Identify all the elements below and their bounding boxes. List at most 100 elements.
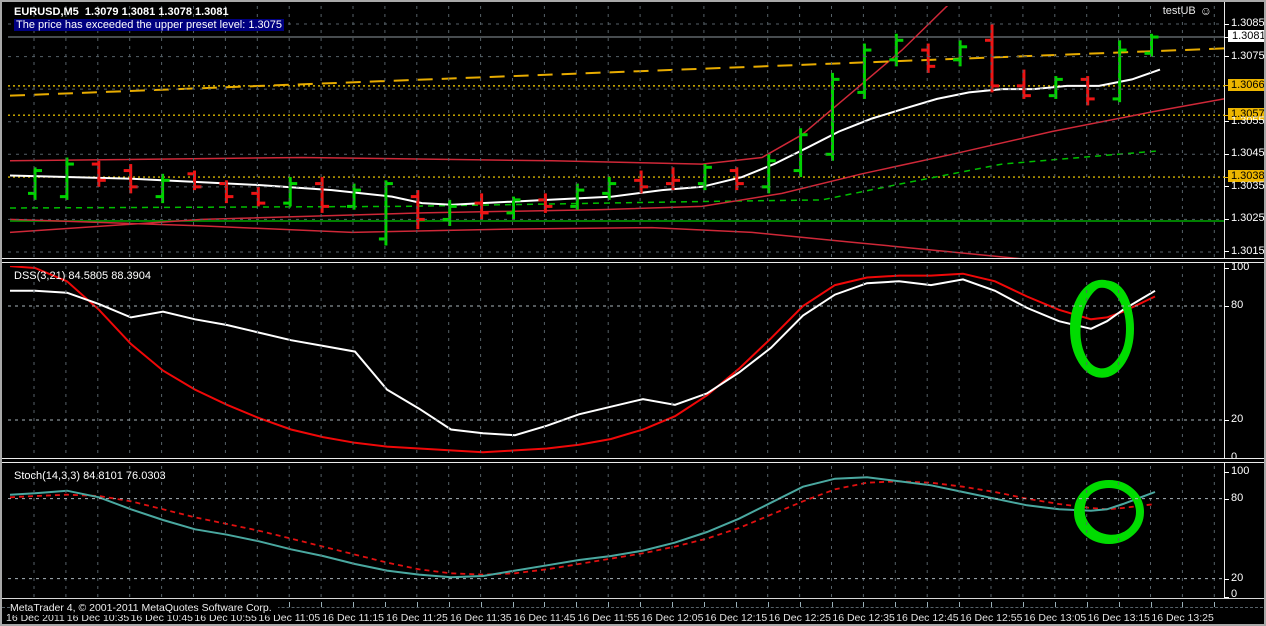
time-label: 16 Dec 11:55 (577, 612, 640, 624)
current-price-label: 1.3081 (1228, 30, 1264, 43)
price-axis-separator (1224, 2, 1225, 599)
ohlc-bar (825, 72, 840, 161)
ohlc-bars-layer (28, 24, 1159, 246)
stoch-panel-layer (9, 476, 1156, 579)
time-label: 16 Dec 10:55 (194, 612, 257, 624)
alert-price-label: 1.3066 (1228, 78, 1264, 91)
price-label: 1.3035 (1231, 179, 1265, 192)
gold-trendline (9, 47, 1224, 97)
ohlc-bar (59, 157, 74, 200)
ohlc-bar (602, 177, 617, 200)
time-axis-separator (2, 598, 1264, 599)
price-axis-tick (1224, 153, 1229, 155)
time-tick (1150, 602, 1152, 607)
time-tick (416, 602, 418, 607)
ohlc-bar (1112, 40, 1127, 103)
time-tick (353, 602, 354, 607)
ohlc-bar (251, 186, 266, 207)
panel-splitter-stoch[interactable] (2, 458, 1264, 463)
ohlc-bar (761, 154, 776, 194)
ohlc-bar (857, 43, 872, 99)
time-tick (767, 602, 769, 607)
time-label: 16 Dec 13:25 (1151, 612, 1214, 624)
indicator-axis-tick (1224, 498, 1229, 500)
annotation-circle-stoch[interactable] (1074, 479, 1144, 544)
time-tick (1182, 602, 1184, 607)
time-label: 16 Dec 11:45 (513, 612, 576, 624)
time-tick (512, 602, 514, 607)
ohlc-bar (921, 43, 936, 73)
time-tick (608, 602, 610, 607)
time-tick (799, 602, 801, 607)
time-label: 16 Dec 12:15 (704, 612, 768, 624)
time-tick (863, 602, 865, 607)
ohlc-bar (570, 183, 585, 210)
smiley-icon: ☺ (1199, 4, 1212, 18)
time-tick (703, 602, 705, 607)
ohlc-bar (155, 173, 170, 204)
price-axis-tick (1224, 36, 1229, 38)
price-label: 1.3085 (1231, 17, 1265, 29)
price-axis-tick (1224, 186, 1229, 188)
price-label: 1.3025 (1231, 212, 1265, 225)
copyright-text: MetaTrader 4, © 2001-2011 MetaQuotes Sof… (10, 601, 278, 615)
time-tick (640, 602, 642, 607)
indicator-axis-tick (1224, 420, 1229, 421)
panel-splitter-dss[interactable] (2, 258, 1264, 263)
green-dashed-line (9, 150, 1158, 209)
time-tick (959, 602, 961, 607)
indicator-axis-tick (1224, 306, 1229, 307)
ohlc-bar (283, 177, 298, 207)
ohlc-bar (347, 183, 361, 210)
dss-signal-line (9, 266, 1156, 454)
ohlc-bar (729, 167, 744, 191)
time-label: 16 Dec 11:35 (449, 612, 512, 624)
price-alert-banner: The price has exceeded the upper preset … (14, 19, 285, 31)
price-axis-tick (1224, 85, 1229, 87)
alert-price-label: 1.3038 (1228, 170, 1264, 183)
chart-canvas[interactable] (2, 2, 1224, 599)
dss-panel-layer (9, 266, 1156, 454)
stoch-main-line (9, 476, 1156, 579)
annotation-circle-dss[interactable] (1070, 279, 1134, 378)
ohlc-bar (506, 196, 521, 220)
lower-band-line (9, 218, 1021, 258)
time-tick (576, 602, 578, 607)
time-tick (384, 602, 386, 607)
time-axis[interactable]: 16 Dec 2011 16 Dec 10:35 16 Dec 10:45 16 De… (2, 599, 1264, 624)
symbol-ohlc-header: EURUSD,M5 1.3079 1.3081 1.3078 1.3081 (14, 6, 229, 18)
watermark-label: testUB ☺ (1163, 5, 1212, 17)
ohlc-bar (634, 170, 649, 194)
mid-band-line (9, 98, 1224, 234)
ohlc-bar (315, 177, 330, 213)
time-axis-dash-line (2, 607, 1264, 608)
time-tick (1118, 602, 1120, 607)
ohlc-bar (1080, 76, 1095, 106)
stoch-signal-line (9, 480, 1156, 576)
dss-axis-label: 20 (1231, 413, 1244, 425)
ohlc-bar (793, 128, 808, 178)
time-label: 16 Dec 11:25 (386, 612, 448, 624)
stoch-axis-label: 0 (1231, 588, 1238, 600)
ohlc-bar (889, 33, 904, 67)
ohlc-bar (1144, 33, 1159, 57)
ohlc-bar (91, 160, 106, 187)
indicator-axis-tick (1224, 597, 1229, 598)
stoch-axis-label: 100 (1231, 465, 1250, 477)
stoch-axis-label: 20 (1231, 571, 1244, 584)
dss-axis-label: 100 (1231, 261, 1250, 273)
price-axis[interactable]: 1.3085 1.3081 1.3075 1.3066 1.3057 1.3055 1.30… (1224, 2, 1265, 600)
price-axis-tick (1224, 23, 1229, 25)
time-tick (672, 602, 673, 607)
price-axis-tick (1224, 251, 1229, 253)
indicator-axis-tick (1224, 472, 1229, 473)
dss-main-line (10, 278, 1156, 437)
time-tick (927, 602, 929, 607)
ohlc-bar (28, 167, 42, 200)
ohlc-bar (474, 193, 489, 220)
price-label: 1.3055 (1231, 114, 1265, 127)
ohlc-bar (1016, 69, 1031, 99)
time-tick (735, 602, 737, 607)
ohlc-bar (410, 190, 425, 230)
price-label: 1.3075 (1231, 49, 1265, 62)
